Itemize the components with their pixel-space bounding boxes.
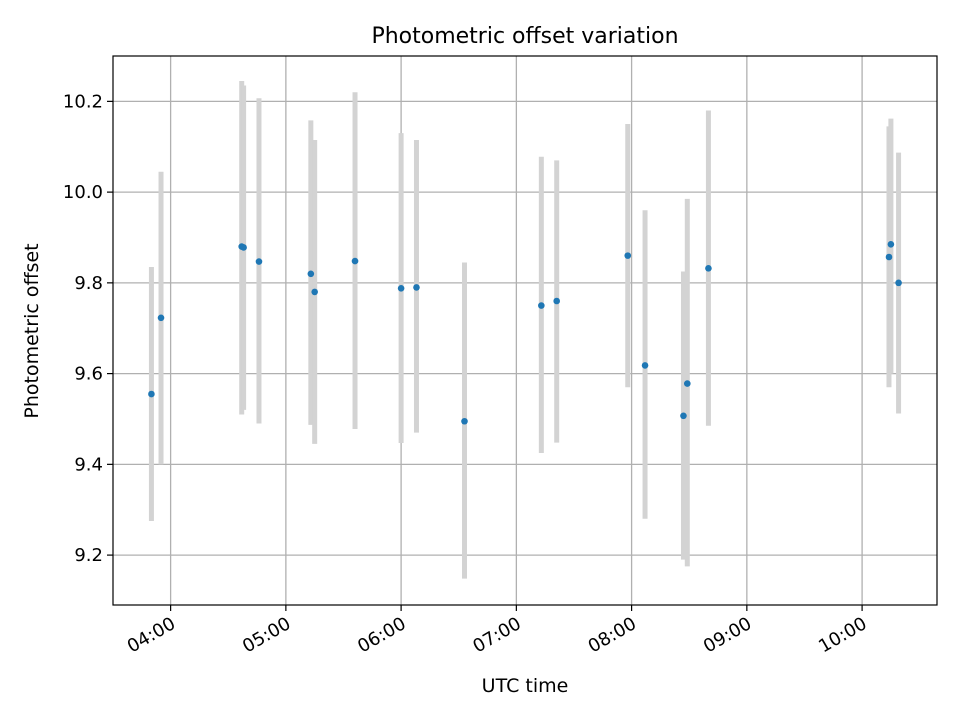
y-tick-label: 9.4 [74, 454, 103, 475]
x-tick-label: 08:00 [585, 613, 640, 657]
data-point [311, 288, 318, 296]
y-axis-label: Photometric offset [21, 243, 43, 418]
x-tick-label: 09:00 [700, 613, 755, 657]
data-point [307, 270, 315, 278]
data-point [255, 258, 263, 265]
y-tick-label: 10.2 [63, 91, 103, 112]
error-bars [148, 80, 902, 579]
data-point [624, 252, 632, 259]
y-tick-label: 9.2 [74, 545, 103, 566]
chart-title: Photometric offset variation [371, 24, 678, 49]
data-point [538, 302, 545, 309]
data-point [705, 265, 712, 272]
y-tick-label: 9.6 [74, 364, 103, 385]
x-axis-label: UTC time [482, 675, 569, 697]
data-point [397, 285, 405, 292]
data-point [157, 314, 165, 322]
x-tick-label: 06:00 [354, 613, 409, 657]
data-points [148, 240, 902, 425]
y-tick-label: 10.0 [63, 182, 103, 203]
data-point [240, 244, 247, 251]
x-axis-ticks: 04:00 05:00 06:00 07:00 08:00 09:00 10:00 [124, 605, 871, 657]
data-point [684, 380, 691, 387]
data-point [641, 362, 649, 369]
data-point [553, 297, 560, 305]
data-point [885, 253, 893, 261]
y-axis-ticks: 9.2 9.4 9.6 9.8 10.0 10.2 [63, 91, 113, 566]
x-tick-label: 10:00 [815, 613, 870, 657]
data-point [461, 417, 468, 425]
data-point [413, 284, 420, 291]
data-point [680, 412, 687, 420]
data-point [351, 257, 359, 265]
data-point [895, 279, 902, 287]
y-tick-label: 9.8 [74, 273, 103, 294]
grid [113, 56, 937, 605]
x-tick-label: 05:00 [239, 613, 294, 657]
data-point [887, 240, 895, 248]
x-tick-label: 07:00 [469, 613, 524, 657]
plot-frame [112, 55, 938, 606]
data-point [148, 390, 155, 398]
x-tick-label: 04:00 [124, 613, 179, 657]
